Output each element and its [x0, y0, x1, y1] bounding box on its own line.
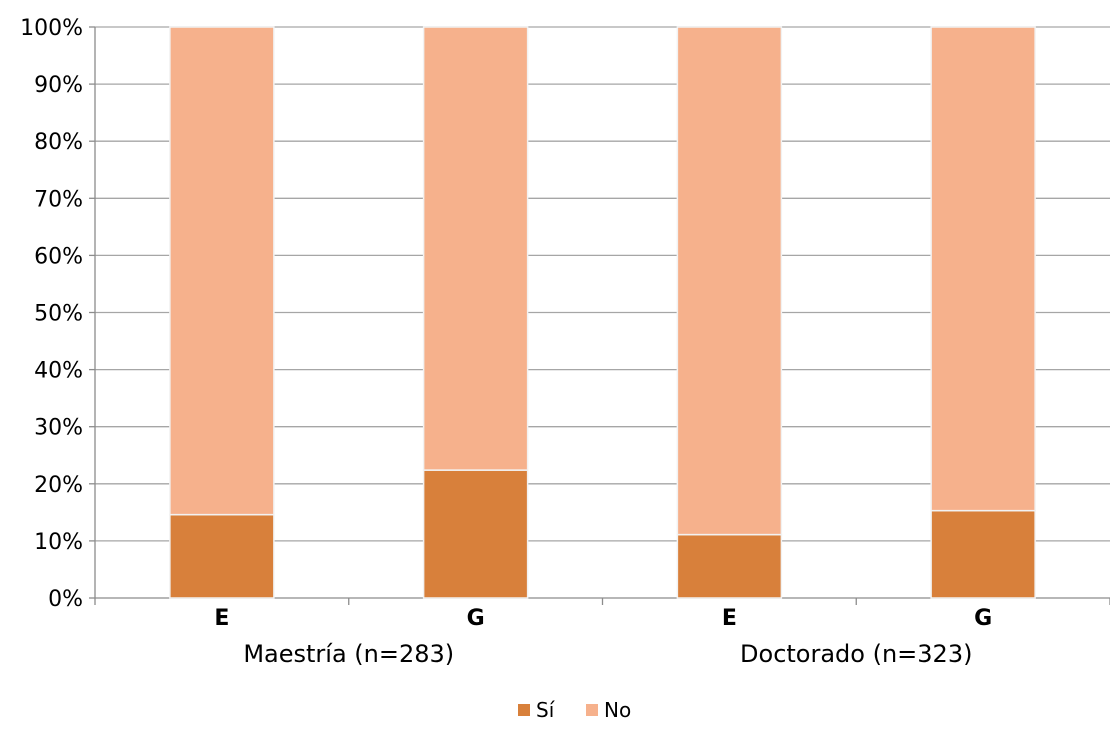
y-tick-label: 60% — [34, 244, 83, 269]
axis-labels: 0% 10% 20% 30% 40% 50% 60% 70% 80% 90% 100% E G E G Mae… — [20, 16, 992, 668]
x-category-label: G — [467, 606, 485, 631]
legend-swatch-no — [586, 704, 598, 716]
y-tick-label: 50% — [34, 302, 83, 327]
bar-segment-si — [676, 533, 783, 599]
y-tick-label: 20% — [34, 473, 83, 498]
x-category-label: E — [214, 606, 229, 631]
bar-segment-si — [169, 513, 275, 599]
x-category-label: G — [974, 606, 992, 631]
y-tick-label: 80% — [34, 130, 83, 155]
bars — [169, 26, 1036, 599]
legend: Sí No — [518, 698, 631, 722]
y-tick-label: 90% — [34, 73, 83, 98]
bar-segment-no — [169, 26, 275, 516]
y-tick-label: 10% — [34, 530, 83, 555]
y-tick-label: 70% — [34, 187, 83, 212]
y-tick-label: 100% — [20, 16, 83, 41]
bar-segment-si — [930, 509, 1036, 599]
x-category-label: E — [722, 606, 737, 631]
y-tick-label: 0% — [48, 587, 83, 612]
legend-label-si: Sí — [536, 698, 556, 722]
x-group-label: Maestría (n=283) — [243, 640, 454, 668]
y-tick-label: 40% — [34, 359, 83, 384]
x-group-label: Doctorado (n=323) — [740, 640, 972, 668]
bar-segment-si — [422, 469, 529, 599]
legend-label-no: No — [604, 698, 631, 722]
legend-swatch-si — [518, 704, 530, 716]
bar-segment-no — [930, 26, 1036, 512]
bar-segment-no — [422, 26, 529, 471]
y-tick-label: 30% — [34, 416, 83, 441]
bar-segment-no — [676, 26, 783, 536]
